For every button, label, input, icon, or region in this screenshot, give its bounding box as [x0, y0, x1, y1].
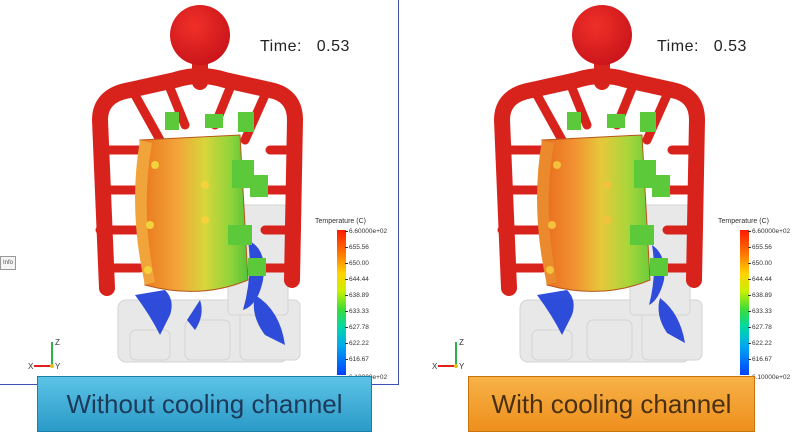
axis-y-label: Y [459, 362, 465, 371]
legend-tick: 622.22 [345, 340, 369, 347]
axes-triad: Z X Y [432, 336, 472, 376]
time-label: Time: [260, 38, 302, 55]
legend-tick: 616.67 [345, 356, 369, 363]
legend-tick: 622.22 [748, 340, 772, 347]
legend-tick: 6.60000e+02 [747, 228, 791, 235]
caption-without-cooling: Without cooling channel [37, 376, 372, 432]
legend-tick: 644.44 [345, 276, 369, 283]
legend-tick: 644.44 [748, 276, 772, 283]
casting-simulation-render [92, 5, 303, 363]
legend-color-bar [740, 230, 749, 375]
casting-simulation-render [494, 5, 705, 363]
legend-color-bar [337, 230, 346, 375]
time-readout: Time: 0.53 [260, 38, 350, 56]
axes-triad-icon: Z X Y [432, 338, 465, 371]
legend-tick: 627.78 [748, 324, 772, 331]
legend-tick: 627.78 [345, 324, 369, 331]
legend-tick: 6.10000e+02 [747, 374, 791, 381]
time-value: 0.53 [713, 38, 747, 55]
legend-tick: 6.60000e+02 [344, 228, 388, 235]
axis-x-label: X [432, 362, 438, 371]
temperature-legend: Temperature (C) 6.60000e+02 655.56 650.0… [718, 218, 798, 384]
simulation-panel-without-cooling: Time: 0.53 Temperature (C) 6.60000e+02 6… [0, 0, 399, 385]
legend-tick: 638.89 [345, 292, 369, 299]
axis-z-label: Z [55, 338, 60, 347]
axes-triad-icon: Z X Y [28, 338, 61, 371]
time-readout: Time: 0.53 [657, 38, 747, 56]
side-tab[interactable]: Info [0, 256, 16, 270]
legend-tick: 633.33 [748, 308, 772, 315]
axis-x-label: X [28, 362, 34, 371]
legend-tick: 650.00 [345, 260, 369, 267]
legend-tick: 633.33 [345, 308, 369, 315]
legend-tick: 655.56 [748, 244, 772, 251]
axis-y-label: Y [55, 362, 61, 371]
temperature-legend: Temperature (C) 6.60000e+02 655.56 650.0… [315, 218, 395, 384]
legend-tick: 655.56 [345, 244, 369, 251]
legend-tick: 638.89 [748, 292, 772, 299]
axes-triad: Z X Y [28, 336, 68, 376]
legend-title: Temperature (C) [315, 218, 366, 225]
legend-title: Temperature (C) [718, 218, 769, 225]
simulation-panel-with-cooling: Time: 0.53 Temperature (C) 6.60000e+02 6… [402, 0, 801, 384]
caption-with-cooling: With cooling channel [468, 376, 755, 432]
legend-tick: 650.00 [748, 260, 772, 267]
legend-tick: 616.67 [748, 356, 772, 363]
time-value: 0.53 [316, 38, 350, 55]
time-label: Time: [657, 38, 699, 55]
axis-z-label: Z [459, 338, 464, 347]
